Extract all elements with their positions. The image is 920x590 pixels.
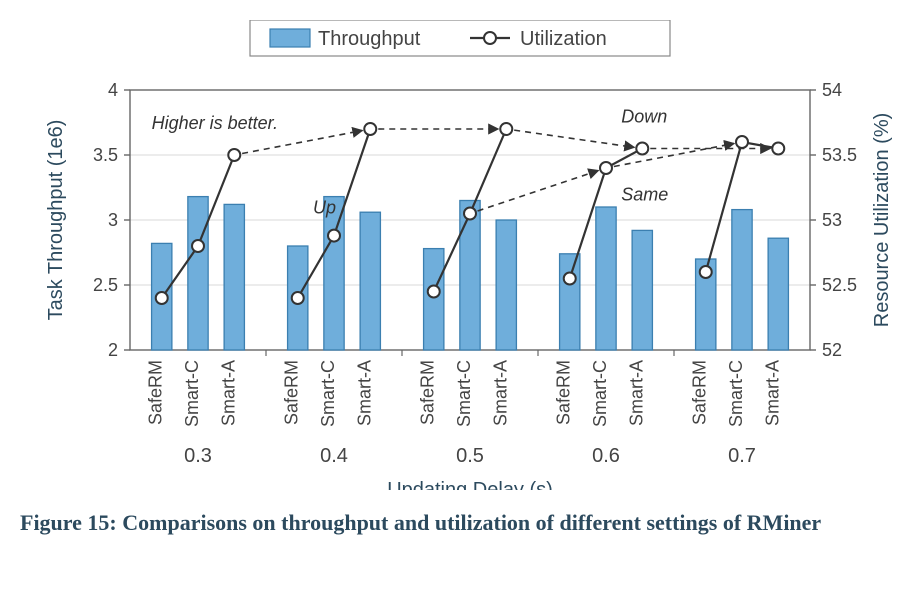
trend-arrow xyxy=(478,171,599,211)
annotation-text: Down xyxy=(621,107,667,127)
legend-label: Throughput xyxy=(318,28,421,50)
utilization-marker xyxy=(500,123,512,135)
utilization-marker xyxy=(600,162,612,174)
category-label: Smart-C xyxy=(182,360,202,427)
y-left-tick: 4 xyxy=(108,80,118,100)
category-label: Smart-A xyxy=(490,360,510,426)
annotation-text: Same xyxy=(621,185,668,205)
trend-arrow xyxy=(242,131,362,154)
bar xyxy=(596,207,616,350)
category-label: Smart-A xyxy=(626,360,646,426)
utilization-marker xyxy=(428,286,440,298)
bar xyxy=(460,201,480,351)
utilization-marker xyxy=(364,123,376,135)
figure-container: 2 2.5 3 3.5 4 52 52.5 53 53.5 54 SafeRM Smart-C Smar… xyxy=(20,20,900,538)
bar xyxy=(732,210,752,350)
x-axis-label: Updating Delay (s) xyxy=(387,479,553,490)
figure-caption: Figure 15: Comparisons on throughput and… xyxy=(20,508,900,538)
utilization-marker xyxy=(564,273,576,285)
trend-arrow xyxy=(514,130,634,147)
category-label: Smart-C xyxy=(726,360,746,427)
bar xyxy=(496,220,516,350)
bar xyxy=(360,212,380,350)
y-left-tick: 3.5 xyxy=(93,145,118,165)
y-right-tick: 52 xyxy=(822,340,842,360)
bar xyxy=(424,249,444,350)
legend-swatch-bar xyxy=(270,29,310,47)
utilization-marker xyxy=(292,292,304,304)
y-right-tick: 53.5 xyxy=(822,145,857,165)
category-label: SafeRM xyxy=(554,360,574,425)
utilization-marker xyxy=(700,266,712,278)
category-label: Smart-C xyxy=(454,360,474,427)
y-right-tick: 53 xyxy=(822,210,842,230)
chart-svg: 2 2.5 3 3.5 4 52 52.5 53 53.5 54 SafeRM Smart-C Smar… xyxy=(20,20,900,490)
bar xyxy=(560,254,580,350)
bar xyxy=(188,197,208,350)
legend-box xyxy=(250,20,670,56)
category-label: SafeRM xyxy=(418,360,438,425)
category-label: Smart-C xyxy=(318,360,338,427)
y-left-tick: 2.5 xyxy=(93,275,118,295)
category-label: SafeRM xyxy=(282,360,302,425)
category-label: Smart-A xyxy=(762,360,782,426)
utilization-marker xyxy=(736,136,748,148)
category-label: SafeRM xyxy=(146,360,166,425)
bar xyxy=(632,230,652,350)
utilization-marker xyxy=(464,208,476,220)
annotation-text: Up xyxy=(313,198,336,218)
group-label: 0.6 xyxy=(592,445,620,467)
utilization-marker xyxy=(328,230,340,242)
y-left-tick: 3 xyxy=(108,210,118,230)
utilization-marker xyxy=(156,292,168,304)
y-right-tick: 52.5 xyxy=(822,275,857,295)
group-label: 0.5 xyxy=(456,445,484,467)
bar xyxy=(768,238,788,350)
y-right-label: Resource Utilization (%) xyxy=(871,113,893,328)
category-label: Smart-A xyxy=(354,360,374,426)
bar xyxy=(324,197,344,350)
legend-swatch-marker xyxy=(484,32,496,44)
utilization-marker xyxy=(228,149,240,161)
y-right-tick: 54 xyxy=(822,80,842,100)
utilization-marker xyxy=(636,143,648,155)
group-label: 0.4 xyxy=(320,445,348,467)
utilization-marker xyxy=(192,240,204,252)
group-label: 0.3 xyxy=(184,445,212,467)
group-label: 0.7 xyxy=(728,445,756,467)
category-label: Smart-A xyxy=(218,360,238,426)
utilization-marker xyxy=(772,143,784,155)
category-label: SafeRM xyxy=(690,360,710,425)
legend-label: Utilization xyxy=(520,28,607,50)
bar xyxy=(224,204,244,350)
y-left-tick: 2 xyxy=(108,340,118,360)
annotation-text: Higher is better. xyxy=(152,113,278,133)
category-label: Smart-C xyxy=(590,360,610,427)
y-left-label: Task Throughput (1e6) xyxy=(45,120,67,321)
